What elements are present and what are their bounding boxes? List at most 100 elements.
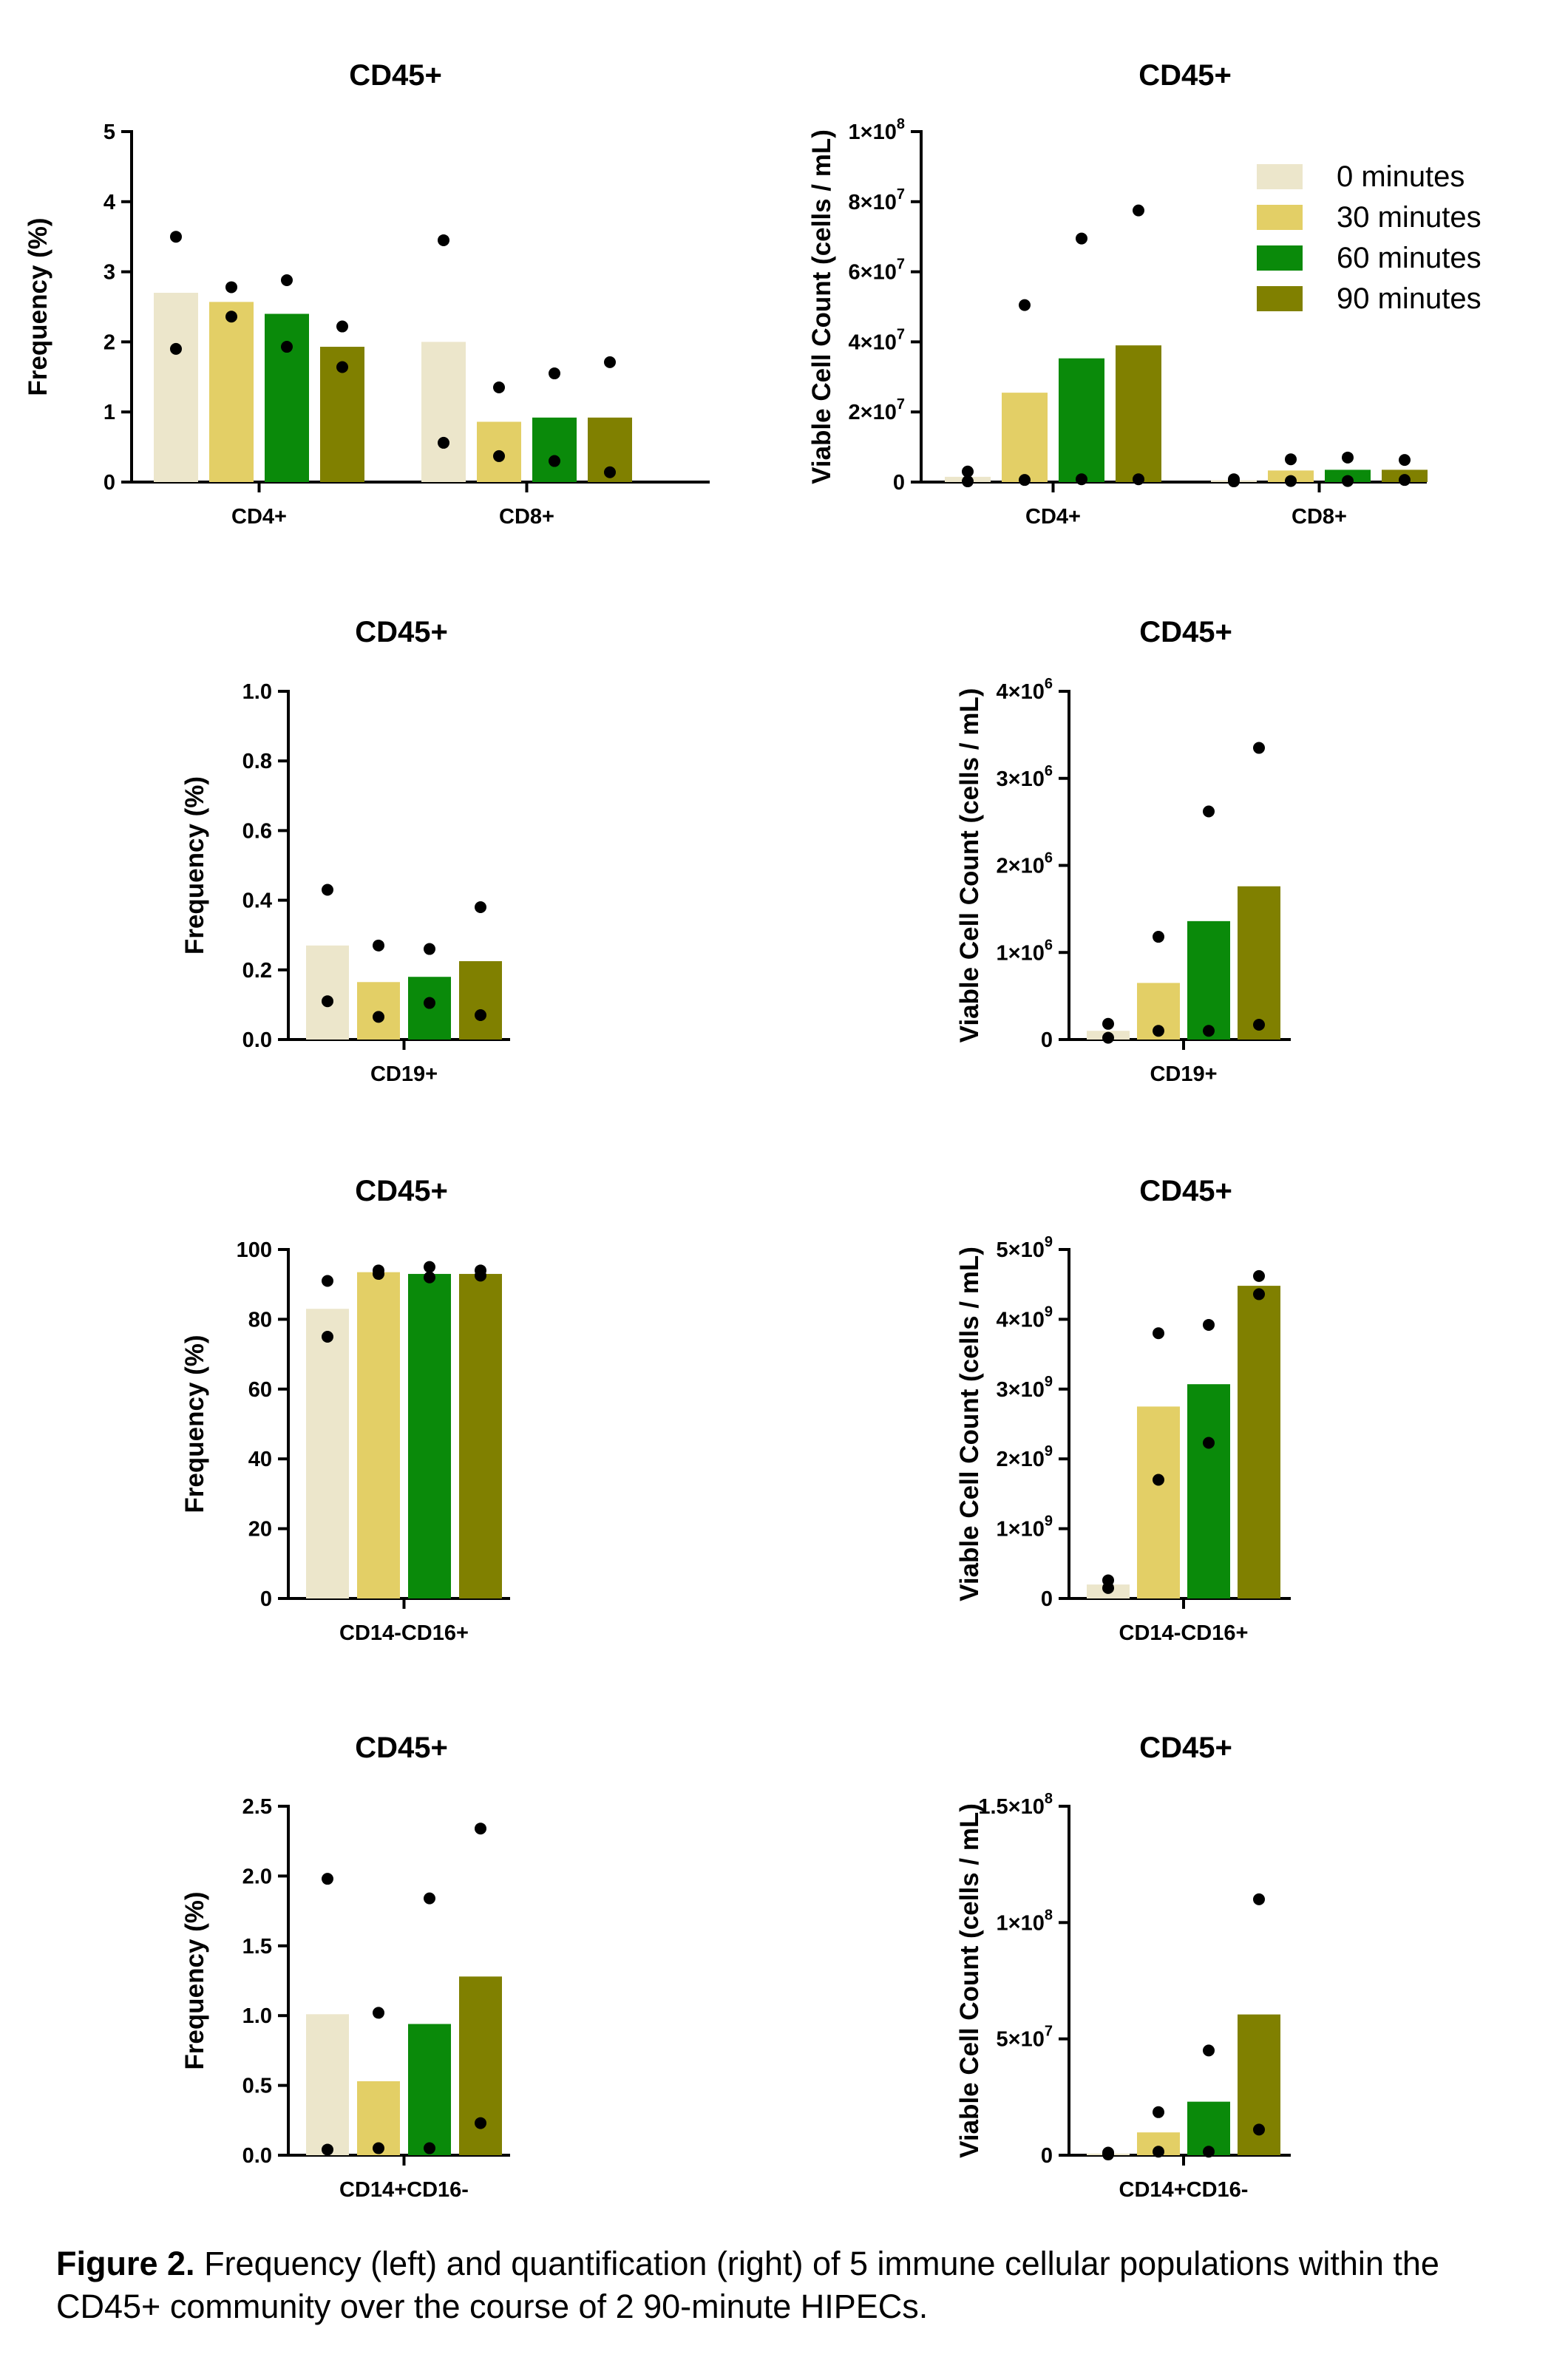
data-point [1133,204,1144,217]
bar-60-minutes [408,1274,451,1598]
bar-30-minutes [209,302,254,482]
data-point [1203,2044,1215,2057]
y-tick-label: 8×107 [849,186,905,214]
x-category-label: CD4+ [1025,505,1081,529]
data-point [322,995,333,1008]
chart-title: CD45+ [355,616,448,648]
data-point [962,465,974,478]
data-point [322,1331,333,1343]
y-tick-label: 2.5 [242,1795,272,1819]
data-point [424,1271,435,1284]
data-point [373,939,384,952]
figure-caption: Figure 2. Frequency (left) and quantific… [56,2242,1535,2328]
data-point [1253,1893,1265,1905]
legend-swatch [1257,205,1303,230]
chart-count-cd4-cd8: CD45+ Viable Cell Count (cells / mL) 0 2×10… [807,59,1482,529]
legend-label: 30 minutes [1337,201,1482,234]
data-point [475,1822,486,1835]
y-tick-label: 5 [103,121,115,144]
data-point [336,320,348,333]
data-point [438,234,449,246]
data-point [549,455,560,467]
x-category-label: CD14-CD16+ [339,1621,469,1645]
x-category-label: CD19+ [370,1062,438,1086]
data-point [1153,2106,1164,2118]
data-point [475,2117,486,2129]
data-point [549,367,560,380]
data-point [424,1892,435,1905]
legend-swatch [1257,286,1303,311]
data-point [424,997,435,1009]
y-tick-label: 0 [260,1587,272,1611]
y-tick-label: 60 [248,1378,272,1402]
legend-label: 90 minutes [1337,282,1482,315]
y-tick-label: 6×107 [849,257,905,285]
bar-0-minutes [306,945,349,1040]
y-tick-label: 3×106 [997,763,1053,791]
data-point [322,2143,333,2156]
caption-text: Frequency (left) and quantification (rig… [56,2245,1439,2325]
y-tick-label: 1 [103,401,115,424]
data-point [475,901,486,914]
data-point [604,356,616,368]
data-point [1253,2123,1265,2136]
data-point [1228,473,1240,486]
data-point [1102,2146,1114,2159]
data-point [424,943,435,955]
y-tick-label: 0.6 [242,819,272,843]
data-point [1153,1025,1164,1037]
data-point [1203,2146,1215,2158]
legend-label: 0 minutes [1337,160,1465,193]
bar-0-minutes [306,1309,349,1598]
y-tick-label: 20 [248,1518,272,1542]
data-point [336,361,348,373]
chart-title: CD45+ [349,59,442,92]
y-axis-label: Viable Cell Count (cells / mL) [955,688,984,1043]
data-point [438,436,449,449]
chart-freq-cd14p-cd16: CD45+ Frequency (%) 0.0 0.5 1.0 1.5 2.0 2.5 CD14… [180,1732,510,2202]
legend: 0 minutes 30 minutes 60 minutes 90 minutes [1257,160,1482,315]
data-point [1153,1474,1164,1486]
bar-90-minutes [459,1274,502,1598]
y-axis-label: Viable Cell Count (cells / mL) [807,129,836,484]
bar-30-minutes [357,1272,400,1598]
data-point [322,884,333,896]
x-category-label: CD8+ [1292,505,1347,529]
chart-freq-cd19: CD45+ Frequency (%) 0.0 0.2 0.4 0.6 0.8 1.0 CD19… [180,616,510,1086]
bar-0-minutes [154,293,198,482]
y-tick-label: 1×108 [997,1907,1053,1935]
bar-30-minutes [357,982,400,1040]
y-tick-label: 1.5 [242,1935,272,1959]
chart-freq-cd4-cd8: CD45+ Frequency (%) 0 1 2 3 4 5 CD4+ CD8+ [24,59,710,529]
y-tick-label: 0 [1041,2144,1053,2168]
bar-60-minutes [408,2024,451,2155]
data-point [604,466,616,478]
data-point [1285,453,1297,466]
data-point [1153,931,1164,943]
y-tick-label: 0.8 [242,750,272,773]
data-point [493,450,505,462]
x-category-label: CD14-CD16+ [1119,1621,1249,1645]
y-tick-label: 0 [1041,1587,1053,1611]
bar-30-minutes [1137,1406,1180,1598]
chart-title: CD45+ [355,1732,448,1764]
data-point [1253,742,1265,754]
x-category-label: CD14+CD16- [339,2178,469,2202]
data-point [1076,473,1087,486]
x-category-label: CD19+ [1150,1062,1217,1086]
data-point [1399,454,1411,467]
data-point [1019,474,1031,486]
data-point [281,274,293,286]
y-tick-label: 1.0 [242,2004,272,2028]
data-point [170,342,182,355]
caption-label: Figure 2. [56,2245,195,2282]
y-tick-label: 0 [893,471,905,495]
data-point [373,2142,384,2154]
y-axis-label: Frequency (%) [180,1891,209,2069]
data-point [1102,1574,1114,1587]
y-tick-label: 2 [103,330,115,354]
legend-swatch [1257,245,1303,271]
y-tick-label: 4×106 [997,676,1053,704]
data-point [1076,232,1087,245]
